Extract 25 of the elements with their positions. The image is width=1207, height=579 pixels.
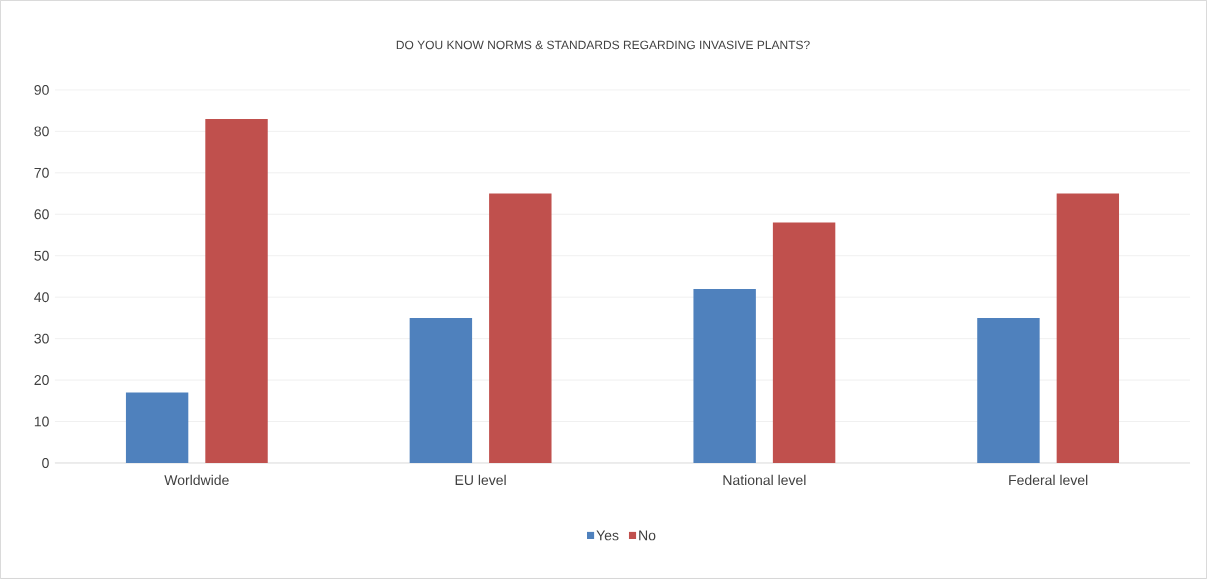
bar: [125, 392, 189, 464]
bar: [977, 317, 1040, 464]
bar: [693, 288, 756, 464]
y-tick-label: 80: [34, 126, 49, 137]
y-tick-label: 50: [34, 250, 49, 261]
y-tick-label: 60: [34, 209, 49, 220]
chart-title: DO YOU KNOW NORMS & STANDARDS REGARDING INVASIVE PLANTS?: [396, 40, 810, 50]
x-tick-label: National level: [723, 474, 806, 486]
bar: [205, 118, 268, 464]
y-tick-label: 30: [34, 333, 49, 344]
y-tick-label: 90: [34, 84, 49, 95]
y-tick-label: 0: [42, 458, 49, 468]
y-tick-label: 40: [34, 292, 49, 303]
y-tick-label: 10: [34, 416, 49, 427]
bar: [772, 222, 836, 464]
bar: [489, 193, 552, 464]
x-tick-label: Worldwide: [164, 474, 229, 486]
y-tick-label: 70: [34, 167, 49, 178]
y-tick-label: 20: [34, 375, 49, 386]
x-tick-label: EU level: [455, 474, 506, 486]
x-tick-label: Federal level: [1009, 474, 1088, 486]
legend-label: Yes: [596, 530, 619, 541]
bar: [1056, 193, 1120, 464]
legend-label: No: [639, 530, 656, 541]
bar: [409, 317, 473, 464]
